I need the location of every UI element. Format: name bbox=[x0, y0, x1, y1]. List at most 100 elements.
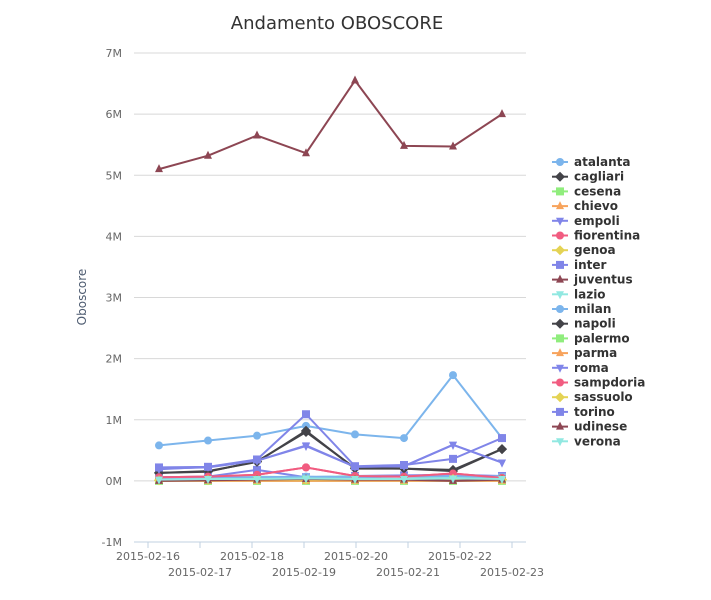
legend-item-sampdoria[interactable]: sampdoria bbox=[552, 376, 645, 390]
legend-symbol-chievo bbox=[556, 201, 564, 210]
data-point-verona bbox=[449, 475, 457, 484]
legend-item-empoli[interactable]: empoli bbox=[552, 214, 620, 228]
y-tick-label: 5M bbox=[106, 169, 123, 182]
legend-item-chievo[interactable]: chievo bbox=[552, 199, 618, 213]
legend-symbol-cagliari bbox=[555, 171, 565, 182]
legend-symbol-parma bbox=[556, 348, 564, 357]
legend-symbol-verona bbox=[556, 438, 564, 447]
legend-item-milan[interactable]: milan bbox=[552, 302, 611, 316]
legend-label-parma: parma bbox=[574, 346, 617, 360]
legend-item-sassuolo[interactable]: sassuolo bbox=[552, 390, 633, 404]
y-tick-label: 2M bbox=[106, 353, 123, 366]
legend-item-lazio[interactable]: lazio bbox=[552, 287, 606, 301]
legend-item-fiorentina[interactable]: fiorentina bbox=[552, 229, 640, 243]
series-line-napoli bbox=[158, 429, 503, 474]
legend-item-roma[interactable]: roma bbox=[552, 361, 609, 375]
legend-label-atalanta: atalanta bbox=[574, 155, 631, 169]
legend-symbol-lazio bbox=[556, 291, 564, 300]
legend-symbol-roma bbox=[556, 364, 564, 373]
legend-item-cesena[interactable]: cesena bbox=[552, 184, 621, 198]
data-point-verona bbox=[155, 476, 163, 485]
legend-label-fiorentina: fiorentina bbox=[574, 229, 640, 243]
data-point-juventus bbox=[155, 164, 163, 173]
series-torino bbox=[155, 410, 506, 472]
legend-symbol-milan bbox=[556, 305, 564, 313]
axis-layer: -1M 0M 1M 2M 3M 4M 5M 6M 7M 2015-02-16 2015-02-17 2… bbox=[102, 47, 544, 579]
legend-item-inter[interactable]: inter bbox=[552, 258, 607, 272]
legend-symbol-fiorentina bbox=[556, 231, 564, 240]
legend-label-palermo: palermo bbox=[574, 331, 630, 345]
chart-title: Andamento OBOSCORE bbox=[231, 13, 443, 34]
x-tick-label: 2015-02-23 bbox=[480, 566, 544, 579]
data-point-roma bbox=[302, 442, 310, 451]
legend-label-milan: milan bbox=[574, 302, 611, 316]
legend-item-udinese[interactable]: udinese bbox=[552, 420, 627, 434]
legend-label-cesena: cesena bbox=[574, 184, 621, 198]
legend-label-sampdoria: sampdoria bbox=[574, 376, 645, 390]
data-point-torino bbox=[400, 460, 408, 469]
legend-label-lazio: lazio bbox=[574, 287, 606, 301]
x-tick-label: 2015-02-18 bbox=[220, 550, 284, 563]
legend-symbol-udinese bbox=[556, 421, 564, 430]
data-point-juventus bbox=[400, 140, 408, 149]
data-point-atalanta bbox=[400, 434, 408, 443]
series-atalanta bbox=[155, 371, 506, 450]
data-point-verona bbox=[204, 476, 212, 485]
series-line-milan bbox=[158, 474, 503, 480]
series-line-juventus bbox=[158, 79, 503, 171]
x-tick-label: 2015-02-20 bbox=[324, 550, 388, 563]
legend-label-verona: verona bbox=[574, 434, 621, 448]
legend-item-genoa[interactable]: genoa bbox=[552, 243, 616, 257]
series-verona bbox=[155, 475, 506, 485]
legend-symbol-napoli bbox=[555, 318, 565, 329]
legend-item-verona[interactable]: verona bbox=[552, 434, 621, 448]
y-axis-label: Oboscore bbox=[75, 269, 89, 326]
legend-item-juventus[interactable]: juventus bbox=[552, 273, 633, 287]
data-point-verona bbox=[351, 476, 359, 485]
data-point-roma bbox=[449, 441, 457, 450]
data-point-napoli bbox=[497, 444, 507, 455]
data-point-inter bbox=[253, 465, 261, 474]
data-point-torino bbox=[498, 434, 506, 443]
legend-label-empoli: empoli bbox=[574, 214, 620, 228]
legend-symbol-juventus bbox=[556, 274, 564, 283]
legend-label-napoli: napoli bbox=[574, 317, 616, 331]
y-tick-label: 4M bbox=[106, 230, 123, 243]
data-point-juventus bbox=[302, 148, 310, 157]
legend-symbol-atalanta bbox=[556, 158, 564, 166]
legend-label-inter: inter bbox=[574, 258, 607, 272]
data-point-juventus bbox=[253, 130, 261, 139]
data-point-torino bbox=[204, 462, 212, 471]
legend-symbol-sassuolo bbox=[555, 392, 565, 403]
data-point-juventus bbox=[351, 75, 359, 84]
legend-label-udinese: udinese bbox=[574, 420, 627, 434]
series-layer bbox=[154, 75, 507, 486]
y-tick-label: 7M bbox=[106, 47, 123, 60]
legend-item-atalanta[interactable]: atalanta bbox=[552, 155, 631, 169]
legend-label-roma: roma bbox=[574, 361, 609, 375]
data-point-verona bbox=[302, 475, 310, 484]
legend-label-torino: torino bbox=[574, 405, 615, 419]
data-point-atalanta bbox=[155, 441, 163, 450]
y-tick-label: -1M bbox=[102, 536, 122, 549]
y-tick-label: 1M bbox=[106, 414, 123, 427]
data-point-juventus bbox=[449, 141, 457, 150]
series-line-torino bbox=[158, 413, 503, 469]
data-point-atalanta bbox=[351, 430, 359, 439]
legend-item-torino[interactable]: torino bbox=[552, 405, 615, 419]
legend-symbol-inter bbox=[556, 260, 564, 269]
data-point-torino bbox=[155, 463, 163, 472]
legend-symbol-sampdoria bbox=[556, 378, 564, 387]
x-tick-label: 2015-02-17 bbox=[168, 566, 232, 579]
data-point-roma bbox=[498, 459, 506, 468]
data-point-juventus bbox=[498, 109, 506, 118]
legend-item-palermo[interactable]: palermo bbox=[552, 331, 630, 345]
legend-item-cagliari[interactable]: cagliari bbox=[552, 170, 624, 184]
y-tick-label: 0M bbox=[106, 475, 123, 488]
data-point-atalanta bbox=[253, 431, 261, 440]
legend-item-napoli[interactable]: napoli bbox=[552, 317, 616, 331]
legend-item-parma[interactable]: parma bbox=[552, 346, 617, 360]
x-tick-label: 2015-02-22 bbox=[428, 550, 492, 563]
